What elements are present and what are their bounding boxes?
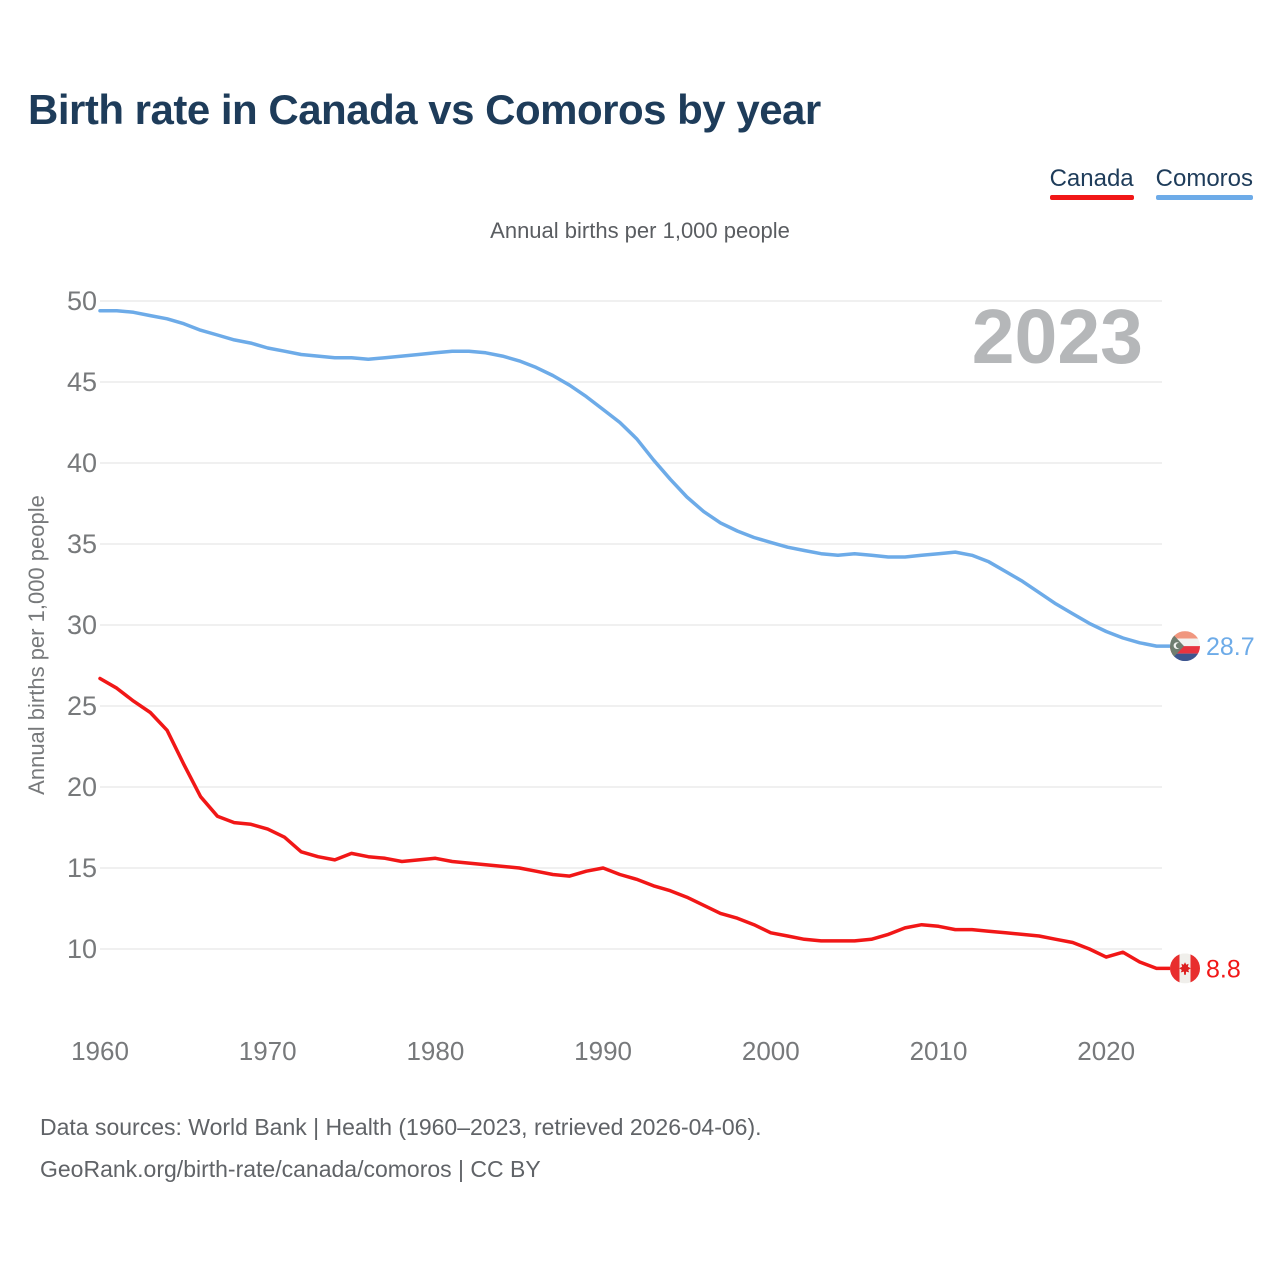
series-lines	[98, 308, 1172, 971]
y-tick-30: 30	[67, 610, 97, 640]
end-value-label-comoros: 28.7	[1206, 633, 1255, 661]
end-markers: 28.7 8.8	[1169, 630, 1255, 983]
y-tick-20: 20	[67, 772, 97, 802]
x-tick-2010: 2010	[910, 1036, 968, 1066]
y-axis-tick-labels: 10 15 20 25 30 35 40 45 50	[67, 286, 97, 964]
legend: Canada Comoros	[1049, 165, 1253, 200]
y-axis-title: Annual births per 1,000 people	[24, 495, 49, 795]
y-tick-35: 35	[67, 529, 97, 559]
x-tick-1970: 1970	[239, 1036, 297, 1066]
x-tick-1980: 1980	[406, 1036, 464, 1066]
legend-item-canada[interactable]: Canada	[1049, 165, 1134, 200]
end-value-label-canada: 8.8	[1206, 955, 1241, 983]
gridlines	[100, 300, 1162, 950]
line-canada[interactable]	[98, 676, 1172, 971]
legend-color-bar-comoros	[1155, 195, 1253, 200]
footer-source-line: Data sources: World Bank | Health (1960–…	[40, 1114, 762, 1140]
y-tick-15: 15	[67, 853, 97, 883]
chart-canvas[interactable]: 10 15 20 25 30 35 40 45 50 1960 1970 1980 1990 2000 2…	[0, 0, 1280, 1090]
y-tick-50: 50	[67, 286, 97, 316]
watermark-year: 2023	[972, 294, 1143, 380]
x-tick-2000: 2000	[742, 1036, 800, 1066]
y-tick-25: 25	[67, 691, 97, 721]
flag-icon-canada	[1170, 953, 1200, 983]
flag-icon-comoros	[1169, 630, 1200, 662]
y-tick-40: 40	[67, 448, 97, 478]
y-tick-10: 10	[67, 934, 97, 964]
line-comoros[interactable]	[98, 308, 1172, 648]
legend-label-canada: Canada	[1049, 165, 1134, 192]
footer-url-line: GeoRank.org/birth-rate/canada/comoros | …	[40, 1156, 541, 1182]
legend-item-comoros[interactable]: Comoros	[1155, 165, 1253, 200]
chart-subtitle: Annual births per 1,000 people	[490, 218, 790, 243]
page-title: Birth rate in Canada vs Comoros by year	[28, 86, 821, 133]
y-tick-45: 45	[67, 367, 97, 397]
footer: Data sources: World Bank | Health (1960–…	[40, 1106, 762, 1190]
legend-label-comoros: Comoros	[1155, 165, 1253, 192]
x-axis-tick-labels: 1960 1970 1980 1990 2000 2010 2020	[71, 1036, 1135, 1066]
x-tick-1990: 1990	[574, 1036, 632, 1066]
legend-color-bar-canada	[1049, 195, 1134, 200]
x-tick-2020: 2020	[1077, 1036, 1135, 1066]
x-tick-1960: 1960	[71, 1036, 129, 1066]
